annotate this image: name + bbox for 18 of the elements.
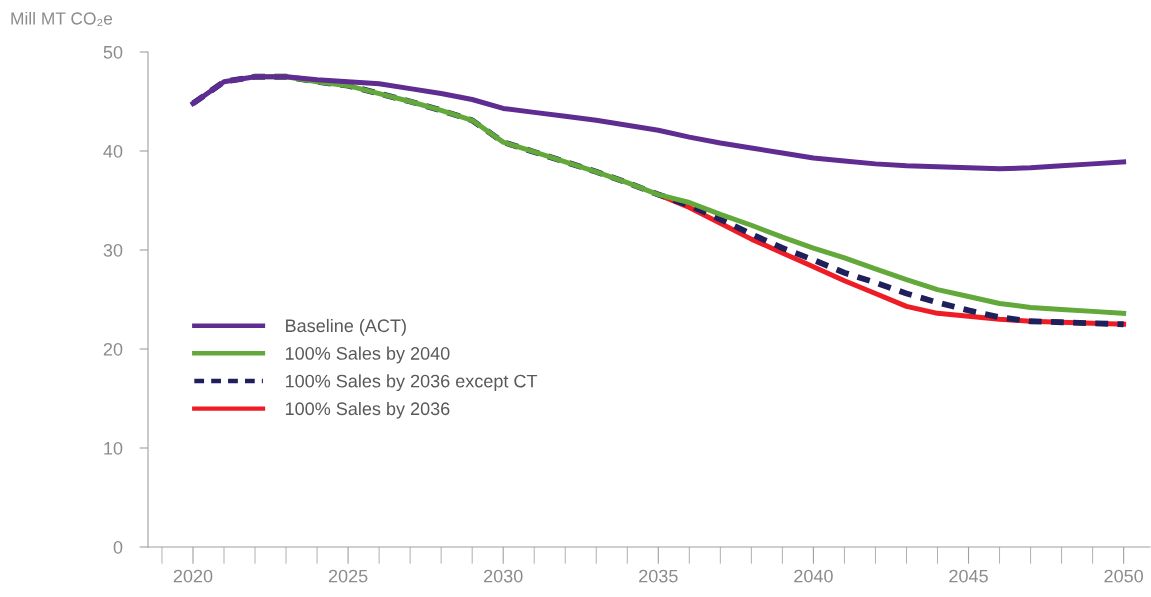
x-tick-label: 2040	[794, 569, 833, 583]
legend-label: 100% Sales by 2036	[285, 401, 450, 419]
y-tick-label: 0	[113, 540, 123, 554]
x-tick-label: 2020	[173, 569, 213, 583]
x-tick-label: 2050	[1104, 569, 1144, 583]
legend-label: 100% Sales by 2036 except CT	[285, 374, 538, 392]
x-tick-label: 2035	[639, 569, 678, 583]
y-tick-label: 50	[103, 45, 123, 59]
y-tick-label: 10	[104, 441, 123, 455]
x-tick-label: 2045	[949, 569, 988, 583]
y-tick-label: 40	[103, 144, 123, 158]
x-tick-label: 2025	[328, 569, 368, 583]
legend-label: 100% Sales by 2040	[285, 346, 450, 364]
y-tick-label: 20	[103, 342, 123, 356]
y-axis-title: Mill MT CO₂e	[11, 11, 113, 26]
legend-label: Baseline (ACT)	[286, 318, 406, 336]
y-tick-label: 30	[103, 243, 123, 257]
x-tick-label: 2030	[484, 569, 523, 583]
